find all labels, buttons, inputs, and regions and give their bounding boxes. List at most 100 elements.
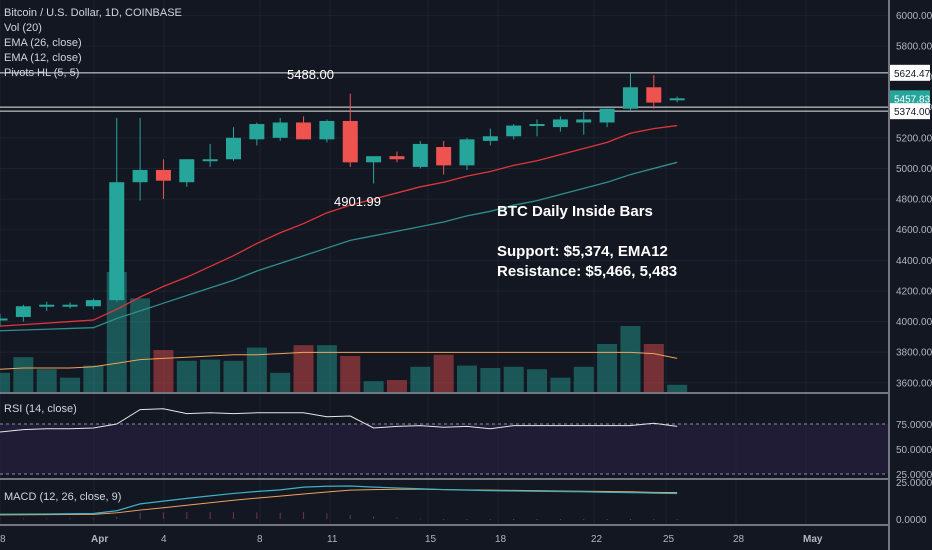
volume-bar — [457, 365, 477, 392]
macd-histogram-bar — [326, 513, 328, 519]
volume-bar — [503, 366, 524, 392]
candle-body — [459, 139, 475, 166]
candle-body — [319, 120, 335, 140]
y-axis-tick-label: 4200.00 — [896, 286, 932, 297]
rsi-band — [0, 424, 888, 474]
candle-body — [0, 318, 8, 321]
candle-body — [366, 156, 382, 163]
annotation-support: Support: $5,374, EMA12 — [497, 243, 668, 260]
volume-bar — [573, 366, 594, 392]
y-axis-tick-label: 3600.00 — [896, 378, 932, 389]
candle-body — [15, 306, 31, 317]
macd-histogram-bar — [46, 518, 48, 520]
volume-bar — [36, 369, 57, 392]
macd-histogram-bar — [233, 512, 234, 519]
volume-ma-line — [0, 351, 678, 370]
macd-histogram-bar — [676, 519, 678, 520]
candle-body — [272, 122, 288, 138]
candle-body — [202, 159, 218, 162]
macd-histogram-bar — [303, 512, 305, 519]
candle-body — [226, 137, 241, 160]
y-axis-tick-label: 5200.00 — [896, 133, 932, 144]
volume-bar — [597, 344, 618, 392]
macd-histogram-bar — [349, 514, 351, 519]
x-axis-tick-label: 4 — [161, 534, 167, 545]
x-axis-tick-label: 11 — [327, 534, 338, 545]
candle-body — [132, 169, 148, 183]
macd-histogram-bar — [116, 516, 118, 519]
macd-histogram-bar — [139, 512, 141, 519]
rsi-tick-label: 50.0000 — [896, 445, 932, 456]
rsi-line — [0, 408, 678, 433]
candle-body — [482, 136, 498, 141]
volume-indicator-label[interactable]: Vol (20) — [4, 22, 42, 34]
y-axis-tick-label: 6000.00 — [896, 11, 932, 22]
macd-histogram-bar — [443, 519, 445, 520]
x-axis-tick-label: 15 — [425, 534, 437, 545]
candle-body — [506, 125, 522, 137]
volume-bar — [363, 381, 384, 392]
y-axis-tick-label: 5800.00 — [896, 41, 932, 52]
rsi-pane-title[interactable]: RSI (14, close) — [4, 403, 77, 415]
candle-body — [249, 124, 265, 140]
ema12-indicator-label[interactable]: EMA (12, close) — [4, 52, 82, 64]
x-axis-tick-label: 8 — [0, 534, 6, 545]
volume-bar — [643, 344, 664, 392]
volume-bar — [550, 377, 571, 392]
macd-histogram-bar — [513, 519, 515, 520]
candle-body — [412, 143, 428, 167]
analysis-annotation: BTC Daily Inside Bars Support: $5,374, E… — [497, 202, 677, 282]
pivots-indicator-label[interactable]: Pivots HL (5, 5) — [4, 67, 80, 79]
volume-bar — [246, 347, 267, 392]
x-axis-tick-label: 18 — [495, 534, 507, 545]
macd-histogram-bar — [92, 518, 94, 520]
volume-bar — [433, 354, 454, 392]
candle-body — [599, 108, 615, 123]
candle-body — [62, 304, 78, 307]
volume-bar — [270, 372, 291, 392]
candle-body — [576, 119, 592, 123]
volume-bar — [620, 326, 641, 392]
x-axis-tick-label: May — [803, 534, 823, 545]
volume-bar — [316, 345, 337, 392]
y-axis-tick-label: 5000.00 — [896, 164, 932, 175]
volume-bar — [386, 380, 407, 392]
candle-body — [109, 182, 125, 301]
macd-histogram-bar — [373, 516, 375, 519]
y-axis-tick-label: 4400.00 — [896, 256, 932, 267]
volume-bar — [130, 298, 151, 392]
volume-bar — [667, 384, 688, 392]
candle-body — [296, 122, 312, 140]
candle-body — [529, 124, 545, 127]
ema26-indicator-label[interactable]: EMA (26, close) — [4, 37, 82, 49]
volume-bar — [223, 360, 244, 392]
symbol-title[interactable]: Bitcoin / U.S. Dollar, 1D, COINBASE — [4, 7, 182, 19]
y-axis-tick-label: 4000.00 — [896, 317, 932, 328]
low-price-tag-bg — [890, 103, 930, 120]
macd-histogram-bar — [559, 519, 561, 520]
volume-bar — [527, 369, 548, 392]
volume-bar — [13, 357, 34, 392]
pivot-low-label: 4901.99 — [334, 194, 381, 209]
macd-pane-title[interactable]: MACD (12, 26, close, 9) — [4, 491, 122, 503]
pivot-high-label: 5488.00 — [287, 67, 334, 82]
candle-body — [436, 147, 452, 166]
y-axis-tick-label: 4800.00 — [896, 195, 932, 206]
x-axis-tick-label: 25 — [663, 534, 675, 545]
macd-histogram-bar — [466, 519, 468, 520]
y-axis-tick-label: 3800.00 — [896, 348, 932, 359]
volume-bar — [176, 360, 197, 392]
candle-body — [155, 169, 171, 181]
low-price-tag: 5374.00 — [894, 107, 931, 118]
candle-body — [669, 98, 685, 101]
last-price-tag-bg — [890, 90, 930, 107]
macd-tick-label: 25.0000 — [896, 478, 932, 489]
candle-body — [622, 87, 638, 109]
macd-histogram-bar — [256, 512, 258, 519]
macd-histogram-bar — [0, 518, 1, 520]
volume-bar — [293, 345, 314, 392]
volume-bar — [60, 377, 81, 392]
candle-body — [39, 304, 55, 307]
annotation-title: BTC Daily Inside Bars — [497, 203, 653, 220]
